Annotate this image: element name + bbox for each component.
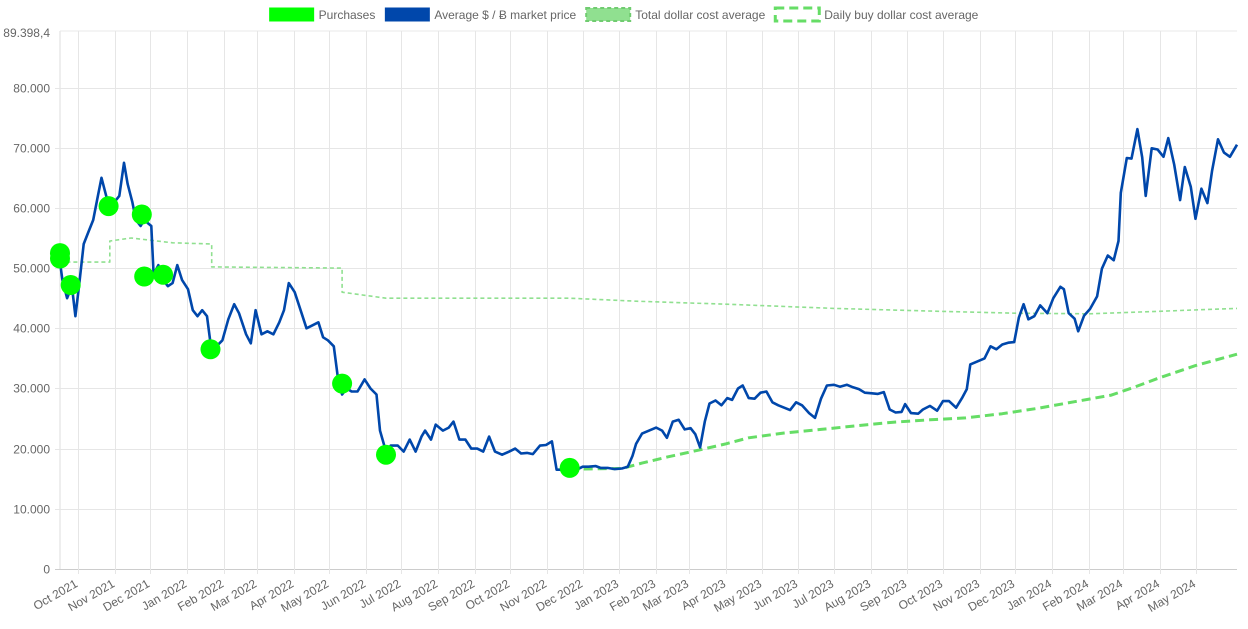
legend-swatch bbox=[585, 7, 632, 22]
y-tick-label: 10.000 bbox=[13, 503, 50, 517]
market-price-line bbox=[58, 127, 1239, 473]
purchase-point bbox=[60, 275, 81, 295]
y-tick-label: 60.000 bbox=[13, 202, 50, 216]
y-tick-label: 20.000 bbox=[13, 443, 50, 457]
legend-item[interactable]: Average $ / Ƀ market price bbox=[384, 7, 577, 22]
purchase-point bbox=[376, 444, 396, 465]
legend-item[interactable]: Purchases bbox=[269, 7, 376, 22]
legend-label: Daily buy dollar cost average bbox=[824, 8, 978, 22]
purchase-point bbox=[50, 248, 70, 269]
purchase-point bbox=[153, 264, 174, 285]
y-axis-top-label: 89.398,4 bbox=[3, 26, 50, 40]
total-dca-line bbox=[59, 237, 1238, 315]
legend-swatch bbox=[773, 6, 821, 23]
y-tick-label: 0 bbox=[43, 563, 50, 577]
legend-item[interactable]: Total dollar cost average bbox=[585, 7, 766, 22]
purchase-points bbox=[50, 196, 580, 478]
purchase-point bbox=[131, 204, 152, 225]
grid bbox=[55, 30, 1237, 574]
legend-label: Average $ / Ƀ market price bbox=[434, 8, 576, 22]
y-axis: 89.398,4 0 10.000 20.000 30.000 40.000 50.000… bbox=[3, 26, 50, 577]
y-tick-label: 50.000 bbox=[13, 262, 50, 276]
legend-item[interactable]: Daily buy dollar cost average bbox=[773, 6, 979, 23]
legend-swatch bbox=[384, 7, 430, 22]
y-tick-label: 80.000 bbox=[13, 82, 50, 96]
legend-label: Purchases bbox=[319, 8, 376, 22]
y-tick-label: 40.000 bbox=[13, 322, 50, 336]
y-tick-label: 70.000 bbox=[13, 142, 50, 156]
purchase-point bbox=[98, 196, 119, 217]
legend-swatch bbox=[269, 7, 315, 22]
series-layer bbox=[58, 127, 1239, 473]
purchase-point bbox=[559, 457, 580, 478]
purchase-point bbox=[332, 373, 353, 394]
purchase-point bbox=[200, 339, 221, 360]
legend: Purchases Average $ / Ƀ market price Total… bbox=[269, 6, 979, 23]
purchase-point bbox=[134, 266, 155, 287]
legend-label: Total dollar cost average bbox=[635, 8, 765, 22]
y-tick-label: 30.000 bbox=[13, 382, 50, 396]
daily-dca-line bbox=[569, 352, 1238, 471]
